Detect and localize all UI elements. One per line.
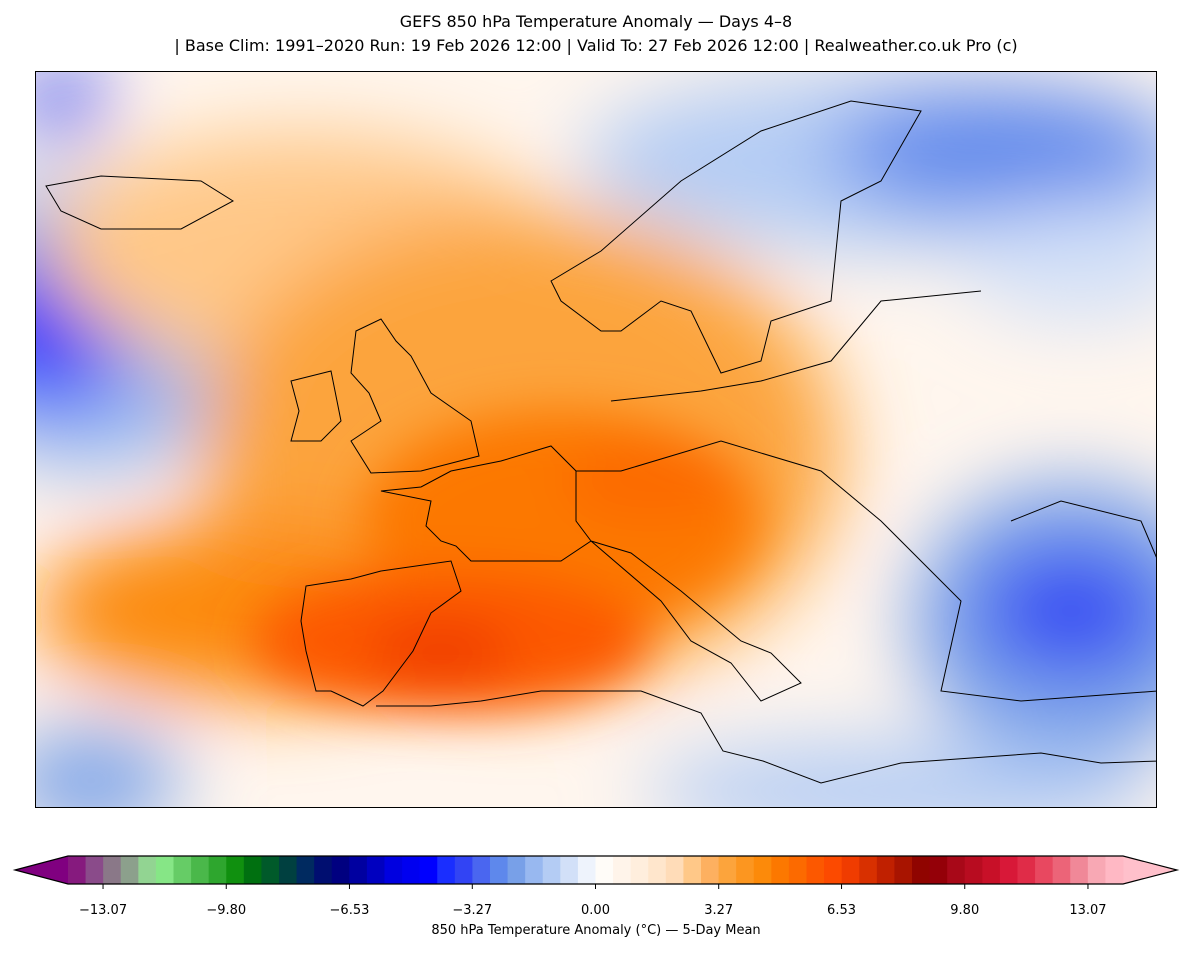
coast-great-britain (350, 318, 480, 474)
colorbar-bin (701, 856, 720, 884)
colorbar-bin (665, 856, 684, 884)
colorbar-bin (155, 856, 174, 884)
colorbar-bin (525, 856, 544, 884)
colorbar-bin (982, 856, 1001, 884)
colorbar-bin (876, 856, 895, 884)
colorbar-tick-label: 9.80 (950, 903, 980, 918)
colorbar-tick-label: 13.07 (1069, 903, 1107, 918)
colorbar-bin (630, 856, 649, 884)
colorbar-bin (279, 856, 298, 884)
colorbar-bin (683, 856, 702, 884)
coast-scandinavia (550, 100, 922, 374)
colorbar-bin (1035, 856, 1054, 884)
map-canvas (36, 72, 1156, 807)
colorbar-bin (806, 856, 825, 884)
coast-europe-south (576, 440, 1156, 702)
colorbar-bin (595, 856, 614, 884)
colorbar-bin (349, 856, 368, 884)
colorbar-bin (964, 856, 983, 884)
colorbar-bin (191, 856, 210, 884)
colorbar-bin (613, 856, 632, 884)
colorbar-outline (12, 855, 1180, 885)
colorbar-bin (68, 856, 87, 884)
colorbar-tick-label: 3.27 (704, 903, 734, 918)
colorbar-bin (120, 856, 139, 884)
coast-iberia (300, 560, 462, 707)
colorbar-bin (402, 856, 421, 884)
colorbar-tick-label: −9.80 (206, 903, 247, 918)
colorbar-bin (542, 856, 561, 884)
colorbar-bin (788, 856, 807, 884)
colorbar-bin (999, 856, 1018, 884)
colorbar-bin (577, 856, 596, 884)
colorbar-bin (1070, 856, 1089, 884)
colorbar-bin (947, 856, 966, 884)
colorbar-bin (753, 856, 772, 884)
colorbar-bins (68, 856, 1124, 884)
chart-title: GEFS 850 hPa Temperature Anomaly — Days … (399, 12, 793, 31)
colorbar-bin (929, 856, 948, 884)
anomaly-map (35, 71, 1157, 808)
colorbar-bin (366, 856, 385, 884)
colorbar-label: 850 hPa Temperature Anomaly (°C) — 5-Day… (431, 923, 761, 938)
colorbar-bin (314, 856, 333, 884)
colorbar-bin (1105, 856, 1124, 884)
colorbar-bin (226, 856, 245, 884)
colorbar-tick-label: 0.00 (581, 903, 610, 918)
colorbar-bin (103, 856, 122, 884)
colorbar-bin (771, 856, 790, 884)
colorbar-bin (138, 856, 157, 884)
colorbar-bin (243, 856, 262, 884)
coast-ireland (290, 370, 342, 442)
colorbar-bin (718, 856, 737, 884)
colorbar-bin (560, 856, 579, 884)
colorbar-tick-label: −3.27 (452, 903, 493, 918)
colorbar-bin (296, 856, 315, 884)
coast-italy (590, 540, 802, 702)
colorbar-tick-label: 6.53 (827, 903, 857, 918)
colorbar-bin (208, 856, 227, 884)
colorbar-bin (472, 856, 491, 884)
coast-africa (376, 690, 1156, 784)
colorbar-bin (912, 856, 931, 884)
colorbar-bin (1052, 856, 1071, 884)
coast-baltic (610, 290, 982, 402)
colorbar-bin (490, 856, 509, 884)
colorbar-tickmarks (102, 884, 1089, 889)
colorbar-bin (331, 856, 350, 884)
colorbar-bin (859, 856, 878, 884)
colorbar-bin (85, 856, 104, 884)
colorbar-bin (841, 856, 860, 884)
coastlines (45, 100, 1156, 784)
colorbar-bin (1017, 856, 1036, 884)
colorbar-tick-label: −13.07 (78, 903, 128, 918)
colorbar-bin (507, 856, 526, 884)
coast-black-sea (1010, 500, 1156, 558)
colorbar-bin (173, 856, 192, 884)
colorbar-bin (454, 856, 473, 884)
colorbar-over-extension (1123, 856, 1177, 884)
colorbar-tick-label: −6.53 (329, 903, 370, 918)
colorbar-bin (824, 856, 843, 884)
colorbar-bin (261, 856, 280, 884)
colorbar-bin (1087, 856, 1106, 884)
colorbar-bin (894, 856, 913, 884)
colorbar-bin (736, 856, 755, 884)
coast-iceland (45, 175, 234, 230)
colorbar-under-extension (15, 856, 68, 884)
colorbar-bin (437, 856, 456, 884)
chart-subtitle: | Base Clim: 1991–2020 Run: 19 Feb 2026 … (174, 36, 1018, 55)
colorbar (12, 855, 1180, 889)
colorbar-bin (419, 856, 438, 884)
colorbar-bin (648, 856, 667, 884)
colorbar-bin (384, 856, 403, 884)
